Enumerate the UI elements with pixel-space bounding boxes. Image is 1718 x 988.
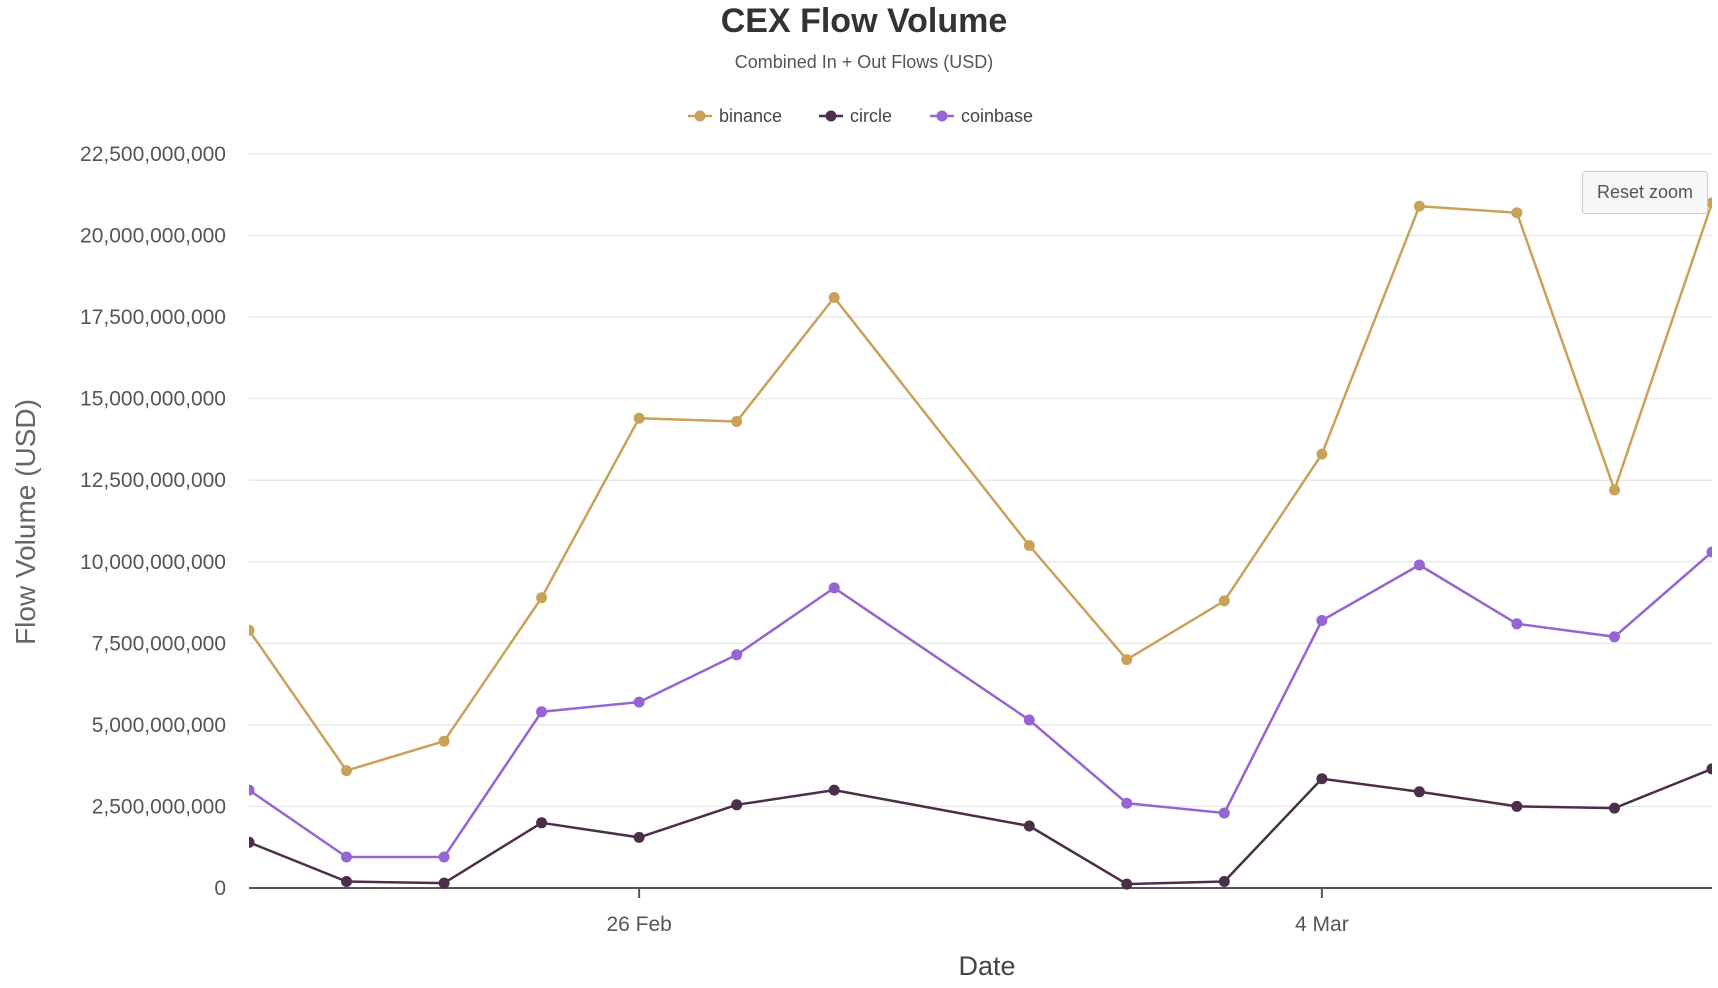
data-point-binance[interactable] — [536, 592, 548, 604]
y-axis-title: Flow Volume (USD) — [10, 399, 41, 645]
chart-subtitle: Combined In + Out Flows (USD) — [735, 52, 994, 72]
data-point-coinbase[interactable] — [341, 851, 352, 863]
data-point-circle[interactable] — [828, 784, 840, 796]
data-point-binance[interactable] — [244, 624, 255, 636]
y-tick-label: 2,500,000,000 — [92, 795, 226, 818]
data-point-binance[interactable] — [633, 412, 645, 424]
legend-item-binance[interactable]: binance — [688, 106, 782, 126]
y-axis: 0 2,500,000,000 5,000,000,000 7,500,000,000… — [80, 143, 226, 900]
legend-label: circle — [850, 106, 892, 126]
data-point-circle[interactable] — [1413, 786, 1425, 798]
data-point-coinbase[interactable] — [1316, 615, 1328, 626]
x-tick-label: 26 Feb — [606, 913, 671, 936]
series-line-binance — [249, 202, 1712, 772]
legend-item-coinbase[interactable]: coinbase — [930, 106, 1033, 126]
data-point-circle[interactable] — [1218, 876, 1230, 887]
data-point-coinbase[interactable] — [244, 784, 255, 796]
data-point-circle[interactable] — [1023, 820, 1035, 832]
data-point-coinbase[interactable] — [1218, 807, 1230, 819]
legend: binance circle coinbase — [688, 106, 1033, 126]
series-coinbase — [244, 546, 1718, 863]
grid — [249, 153, 1712, 808]
data-point-binance[interactable] — [1121, 654, 1133, 666]
data-point-circle[interactable] — [1511, 800, 1523, 812]
data-point-binance[interactable] — [828, 292, 840, 303]
data-point-circle[interactable] — [1121, 878, 1133, 890]
series-line-circle — [249, 767, 1712, 886]
data-point-coinbase[interactable] — [1413, 559, 1425, 571]
data-point-binance[interactable] — [438, 735, 450, 747]
data-point-coinbase[interactable] — [438, 851, 450, 863]
data-point-circle[interactable] — [1609, 802, 1620, 814]
data-point-coinbase[interactable] — [536, 706, 548, 718]
data-point-binance[interactable] — [1218, 595, 1230, 607]
data-point-binance[interactable] — [1413, 200, 1425, 212]
legend-swatch-marker — [825, 110, 837, 122]
data-point-coinbase[interactable] — [1121, 797, 1133, 809]
data-point-binance[interactable] — [1511, 207, 1523, 219]
legend-label: coinbase — [961, 106, 1033, 126]
y-tick-label: 22,500,000,000 — [80, 143, 226, 166]
data-point-circle[interactable] — [341, 876, 352, 887]
data-point-coinbase[interactable] — [1706, 546, 1718, 558]
chart-title: CEX Flow Volume — [721, 2, 1008, 40]
legend-label: binance — [719, 106, 782, 126]
legend-item-circle[interactable]: circle — [819, 106, 892, 126]
y-tick-label: 10,000,000,000 — [80, 551, 226, 574]
y-tick-label: 15,000,000,000 — [80, 388, 226, 411]
x-axis-title: Date — [958, 951, 1015, 981]
data-point-circle[interactable] — [1316, 773, 1328, 785]
data-point-binance[interactable] — [1706, 197, 1718, 209]
y-tick-label: 20,000,000,000 — [80, 225, 226, 248]
y-tick-label: 7,500,000,000 — [92, 632, 226, 655]
data-point-coinbase[interactable] — [1023, 714, 1035, 726]
data-point-circle[interactable] — [633, 831, 645, 843]
data-point-binance[interactable] — [341, 765, 352, 777]
data-point-circle[interactable] — [244, 836, 255, 848]
legend-swatch-marker — [694, 110, 706, 122]
series-group — [244, 197, 1718, 890]
data-point-circle[interactable] — [1706, 763, 1718, 775]
data-point-coinbase[interactable] — [1609, 631, 1620, 643]
data-point-binance[interactable] — [1316, 448, 1328, 460]
data-point-binance[interactable] — [731, 416, 743, 427]
y-tick-label: 12,500,000,000 — [80, 469, 226, 492]
y-tick-label: 0 — [214, 877, 226, 900]
data-point-circle[interactable] — [731, 799, 743, 811]
legend-swatch-marker — [936, 110, 948, 122]
x-axis: 26 Feb 4 Mar — [249, 887, 1712, 936]
data-point-circle[interactable] — [438, 877, 450, 889]
data-point-binance[interactable] — [1609, 484, 1620, 496]
reset-zoom-button[interactable]: Reset zoom — [1582, 171, 1708, 214]
series-circle — [244, 763, 1718, 890]
data-point-coinbase[interactable] — [828, 582, 840, 594]
data-point-circle[interactable] — [536, 817, 548, 829]
data-point-coinbase[interactable] — [633, 696, 645, 708]
y-tick-label: 17,500,000,000 — [80, 306, 226, 329]
data-point-coinbase[interactable] — [1511, 618, 1523, 630]
x-tick-label: 4 Mar — [1295, 913, 1349, 936]
series-binance — [244, 197, 1718, 777]
y-tick-label: 5,000,000,000 — [92, 714, 226, 737]
data-point-binance[interactable] — [1023, 540, 1035, 551]
data-point-coinbase[interactable] — [731, 649, 743, 661]
